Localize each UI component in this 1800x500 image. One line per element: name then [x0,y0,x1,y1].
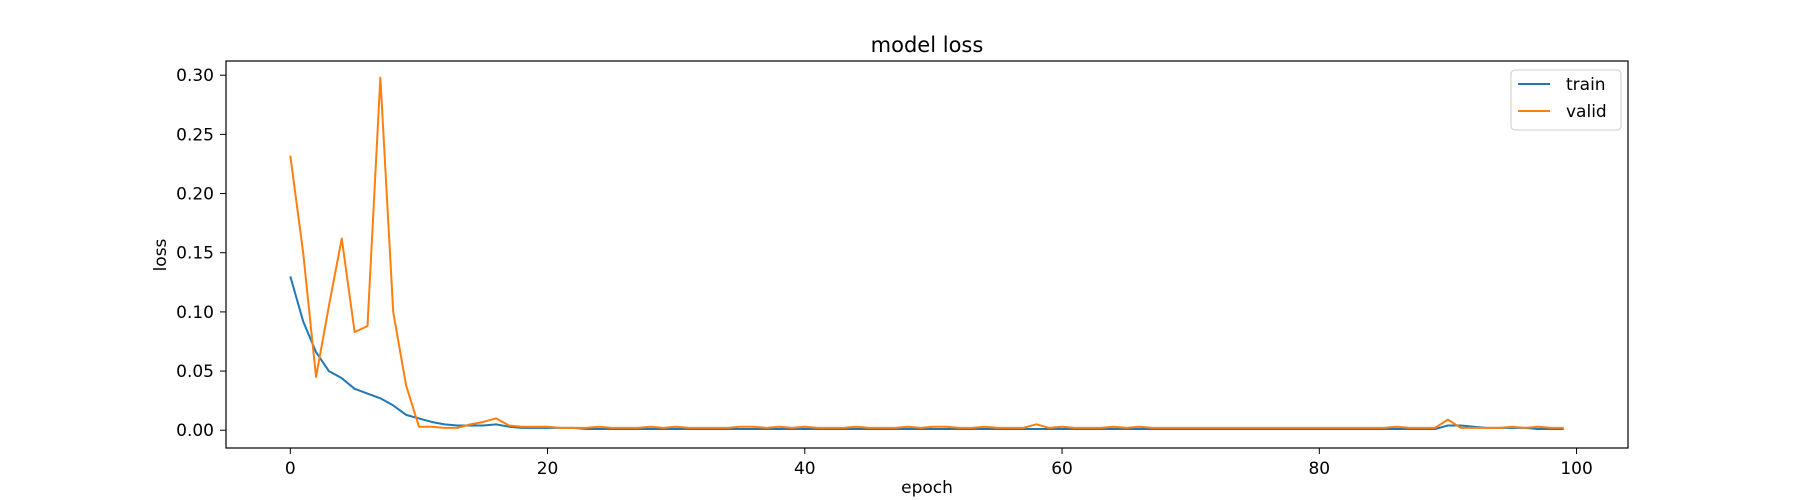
y-tick-label: 0.20 [176,185,214,205]
x-axis-label: epoch [901,478,953,498]
x-tick-label: 0 [285,459,296,479]
y-tick-label: 0.30 [176,66,214,86]
x-tick-label: 40 [794,459,816,479]
x-tick-label: 20 [537,459,559,479]
series-line-valid [289,76,1564,429]
legend: train valid [1510,69,1622,131]
y-axis-label: loss [151,238,171,271]
chart-title: model loss [871,33,984,57]
x-tick-label: 80 [1308,459,1330,479]
plot-frame [225,60,1629,449]
y-tick-label: 0.15 [176,244,214,264]
y-tick-label: 0.10 [176,303,214,323]
legend-label-valid: valid [1566,102,1607,122]
y-tick-label: 0.25 [176,125,214,145]
series-layer [289,76,1564,431]
ticks-layer: 0 20 40 60 80 100 0.00 0.05 0.10 0.15 0.20 0.25 0.30 [176,66,1593,479]
x-tick-label: 100 [1560,459,1592,479]
x-tick-label: 60 [1051,459,1073,479]
y-tick-label: 0.00 [176,421,214,441]
legend-label-train: train [1566,75,1606,95]
series-line-train [289,276,1564,431]
y-tick-label: 0.05 [176,362,214,382]
